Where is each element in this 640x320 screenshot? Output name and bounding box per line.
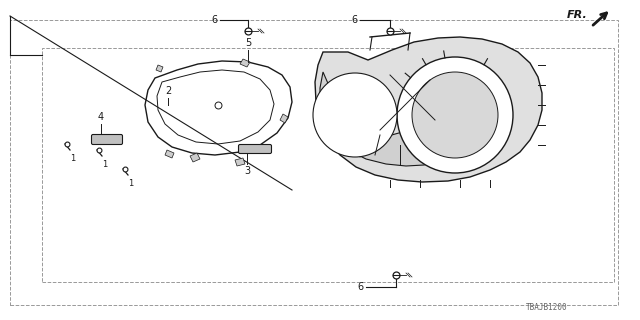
Text: 6: 6 [358,282,364,292]
Text: 2: 2 [165,86,171,96]
Polygon shape [240,59,250,67]
Circle shape [397,57,513,173]
Circle shape [412,72,498,158]
Text: 4: 4 [98,112,104,122]
Text: 1: 1 [128,179,133,188]
Polygon shape [165,150,174,158]
Text: 3: 3 [244,166,250,176]
Text: TBAJB1200: TBAJB1200 [526,303,568,312]
Polygon shape [315,37,542,182]
Text: 1: 1 [102,160,108,169]
Polygon shape [190,153,200,162]
FancyArrowPatch shape [593,13,607,25]
FancyBboxPatch shape [239,145,271,154]
Circle shape [313,73,397,157]
Text: FR.: FR. [567,10,588,20]
FancyBboxPatch shape [92,134,122,145]
Text: 6: 6 [212,15,218,25]
Text: 6: 6 [352,15,358,25]
Polygon shape [280,114,288,123]
Polygon shape [156,65,163,72]
Text: 5: 5 [245,38,251,48]
Polygon shape [320,72,450,166]
Text: 1: 1 [70,154,76,163]
Polygon shape [235,158,245,166]
